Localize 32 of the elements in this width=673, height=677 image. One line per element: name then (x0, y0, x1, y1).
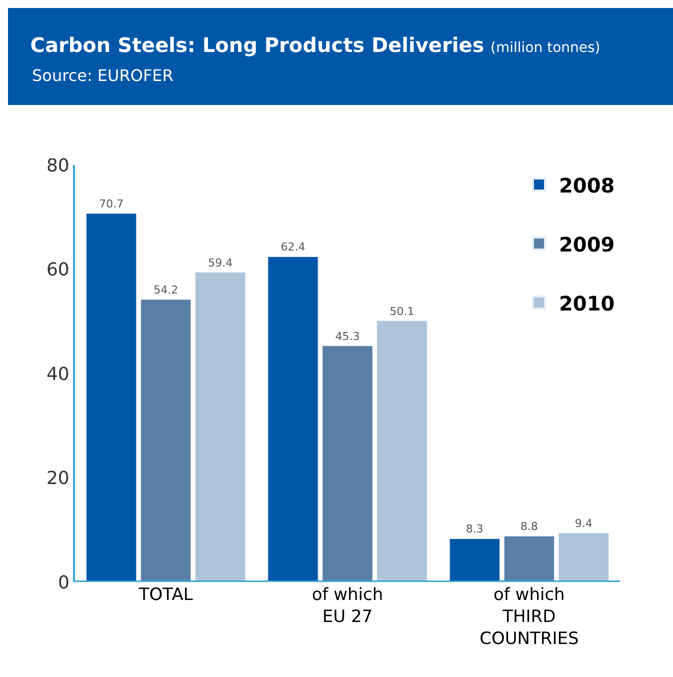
bar (140, 299, 192, 582)
data-label: 54.2 (154, 283, 178, 296)
legend-label: 2008 (559, 173, 615, 198)
bar (268, 256, 318, 582)
x-tick-label: of which THIRD COUNTRIES (480, 585, 579, 650)
x-tick-label: of which EU 27 (312, 585, 384, 628)
chart-subtitle: (million tonnes) (490, 40, 600, 56)
bar (322, 346, 373, 582)
y-tick-label: 40 (46, 364, 70, 385)
legend-label: 2009 (559, 232, 615, 256)
data-label: 9.4 (574, 517, 592, 530)
data-label: 50.1 (390, 304, 414, 318)
chart-title: Carbon Steels: Long Products Deliveries (30, 33, 484, 57)
data-label: 62.4 (280, 240, 306, 254)
y-tick-label: 0 (58, 572, 70, 594)
data-label: 8.8 (520, 520, 538, 534)
bar (558, 532, 609, 582)
y-tick-label: 20 (46, 468, 70, 490)
data-label: 8.3 (466, 522, 484, 536)
bar (86, 213, 137, 582)
bar (376, 320, 428, 582)
x-tick-label: TOTAL (138, 585, 194, 605)
data-label: 70.7 (99, 197, 124, 210)
bar (449, 538, 500, 582)
y-tick-label: 60 (46, 260, 70, 281)
y-tick-label: 80 (46, 155, 70, 176)
data-label: 59.4 (208, 256, 233, 270)
source-note: Source: EUROFER (32, 66, 174, 85)
legend-label: 2010 (559, 291, 615, 316)
bar (504, 536, 554, 582)
bar (195, 272, 246, 582)
data-label: 45.3 (335, 330, 360, 343)
